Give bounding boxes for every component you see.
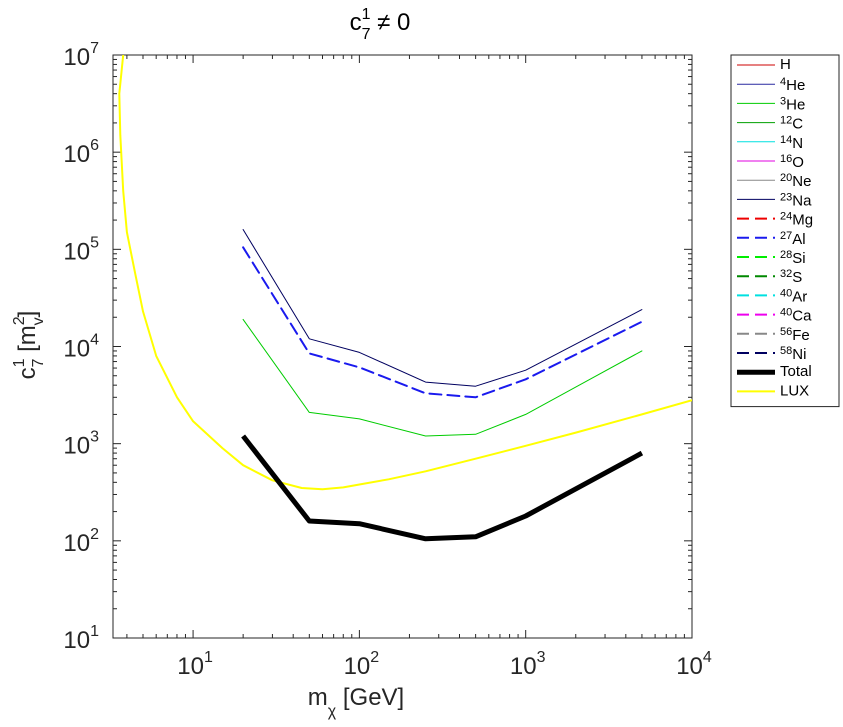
legend-label: 20Ne [780, 172, 811, 190]
y-tick-label: 105 [63, 234, 99, 265]
legend: H4He3He12C14N16O20Ne23Na24Mg27Al28Si32S4… [730, 54, 840, 408]
plot-area [118, 55, 692, 542]
series-line-lux [118, 55, 692, 491]
axes: 101 102 103 104 101 102 103 104 105 106 107 [63, 40, 712, 680]
legend-label: 14N [780, 134, 803, 152]
y-tick-label: 101 [63, 623, 99, 654]
y-tick-label: 102 [63, 526, 99, 557]
legend-box [730, 54, 840, 408]
legend-label: 56Fe [780, 326, 810, 344]
chart-title: c1 7 ≠ 0 [350, 6, 411, 43]
y-tick-label: 106 [63, 137, 99, 168]
series-line-23na [242, 229, 643, 387]
y-axis-label: c1 7 [m2 v] [11, 311, 47, 380]
series-line-total [241, 434, 644, 542]
legend-label: 40Ar [780, 287, 807, 305]
legend-label: 32S [780, 268, 802, 286]
legend-label: 28Si [780, 249, 806, 267]
series-line-27al [242, 246, 643, 399]
y-tick-label: 104 [63, 332, 99, 363]
legend-label: 16O [780, 153, 804, 171]
legend-label: H [780, 56, 791, 73]
legend-label: 23Na [780, 191, 812, 209]
x-tick-label: 101 [177, 649, 213, 680]
legend-label: LUX [780, 382, 809, 399]
series-line-3he [242, 318, 643, 437]
y-tick-label: 103 [63, 429, 99, 460]
legend-label: 58Ni [780, 345, 806, 363]
x-axis-label: mχ [GeV] [308, 684, 404, 720]
legend-label: Total [780, 363, 812, 380]
legend-label: 4He [780, 76, 805, 94]
legend-label: 24Mg [780, 211, 813, 229]
legend-label: 12C [780, 115, 803, 133]
x-tick-label: 103 [510, 649, 546, 680]
x-tick-label: 102 [344, 649, 380, 680]
y-tick-label: 107 [63, 40, 99, 71]
legend-label: 40Ca [780, 307, 812, 325]
x-tick-label: 104 [676, 649, 712, 680]
legend-label: 3He [780, 95, 805, 113]
legend-label: 27Al [780, 230, 806, 248]
